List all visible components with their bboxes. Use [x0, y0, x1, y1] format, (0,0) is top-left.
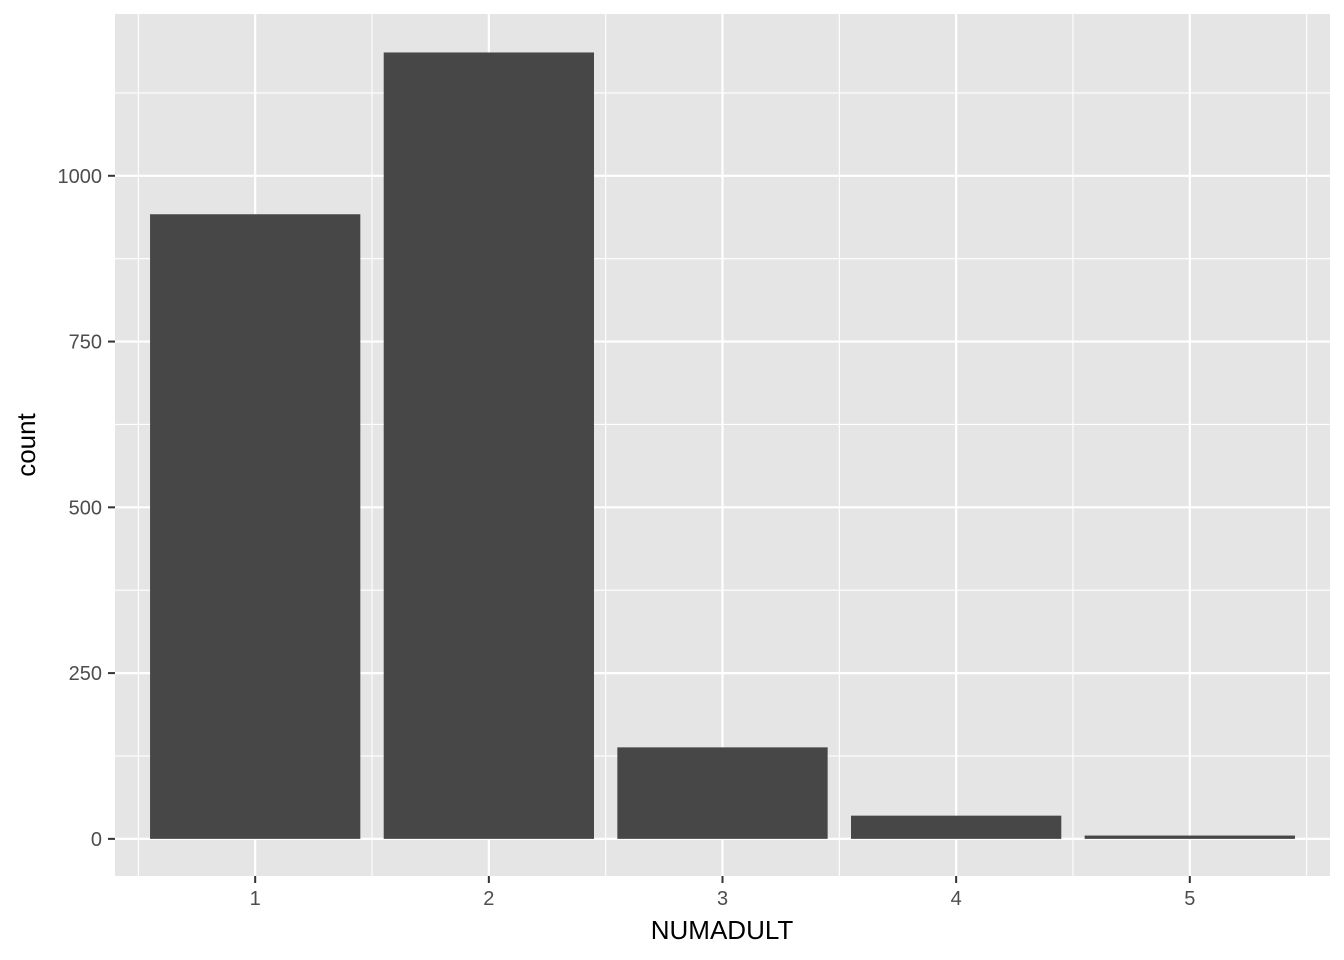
- y-tick-label: 0: [91, 829, 102, 851]
- bars: [150, 52, 1295, 839]
- bar-4: [851, 815, 1062, 839]
- bar-2: [383, 52, 594, 839]
- bar-3: [617, 747, 828, 839]
- x-tick-label: 1: [250, 888, 261, 910]
- y-tick-label: 500: [69, 497, 102, 519]
- x-tick-label: 3: [717, 888, 728, 910]
- y-axis-title: count: [11, 412, 41, 476]
- x-tick-label: 5: [1184, 888, 1195, 910]
- bar-5: [1084, 835, 1295, 839]
- x-axis-title: NUMADULT: [651, 915, 794, 945]
- bar-1: [150, 214, 361, 839]
- x-axis: 1 2 3 4 5: [250, 876, 1195, 910]
- y-axis: 0 250 500 750 1000: [58, 166, 115, 851]
- y-tick-label: 250: [69, 663, 102, 685]
- y-tick-label: 1000: [58, 166, 103, 188]
- x-tick-label: 4: [951, 888, 962, 910]
- x-tick-label: 2: [483, 888, 494, 910]
- y-tick-label: 750: [69, 332, 102, 354]
